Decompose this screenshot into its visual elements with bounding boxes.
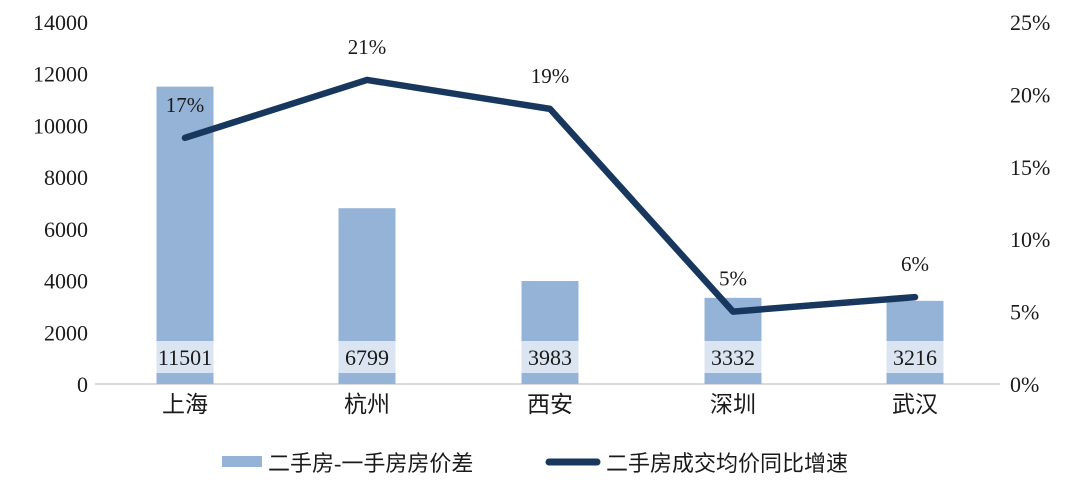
bar-value-label: 3216 [893,345,937,370]
bar-value-label: 3983 [528,345,572,370]
bar-value-label-box [521,341,579,373]
legend-label: 二手房-一手房房价差 [268,451,473,476]
bar-value-label: 3332 [711,345,755,370]
line-value-label: 5% [719,267,747,291]
y2-axis-tick-label: 5% [1010,300,1039,325]
y2-axis-tick-label: 10% [1010,227,1050,252]
x-axis-label: 上海 [162,392,208,417]
y-axis-tick-label: 2000 [44,320,88,345]
line-value-label: 19% [531,64,570,88]
y-axis-tick-label: 10000 [33,113,88,138]
y2-axis-tick-label: 0% [1010,372,1039,397]
y2-axis-tick-label: 25% [1010,10,1050,35]
line-value-label: 6% [901,252,929,276]
y2-axis-tick-label: 15% [1010,155,1050,180]
y-axis-tick-label: 12000 [33,62,88,87]
bar-value-label-box [886,341,944,373]
x-axis-label: 深圳 [710,392,756,417]
bar-value-label-box [156,341,214,373]
bar-value-label-box [704,341,762,373]
legend-bar-swatch [222,456,262,467]
legend-label: 二手房成交均价同比增速 [606,451,848,476]
y2-axis-tick-label: 20% [1010,82,1050,107]
bar-value-label: 6799 [345,345,389,370]
y-axis-tick-label: 8000 [44,165,88,190]
x-axis-label: 杭州 [344,392,390,417]
x-axis-label: 西安 [527,392,573,417]
bar-value-label: 11501 [158,345,212,370]
x-axis-label: 武汉 [892,392,938,417]
y-axis-tick-label: 14000 [33,10,88,35]
y-axis-tick-label: 6000 [44,217,88,242]
y-axis-tick-label: 4000 [44,269,88,294]
trend-line [181,76,919,315]
y-axis-tick-label: 0 [77,372,88,397]
line-value-label: 17% [166,93,205,117]
bar-value-label-box [338,341,396,373]
line-value-label: 21% [348,35,387,59]
